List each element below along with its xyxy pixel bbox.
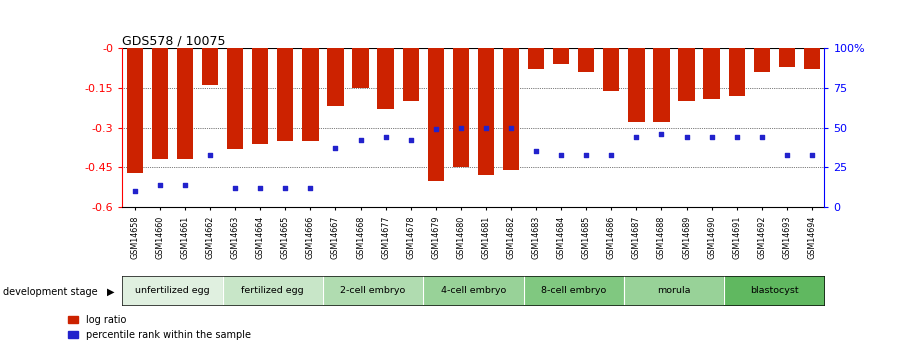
Legend: log ratio, percentile rank within the sample: log ratio, percentile rank within the sa… [68, 315, 251, 340]
Text: unfertilized egg: unfertilized egg [135, 286, 210, 295]
Point [253, 185, 267, 191]
Text: GSM14692: GSM14692 [757, 216, 766, 259]
Point [529, 149, 544, 154]
Bar [152, 48, 169, 159]
Bar [528, 48, 545, 69]
Bar [177, 48, 193, 159]
Point [554, 152, 568, 157]
Text: GSM14658: GSM14658 [130, 216, 140, 259]
Bar [754, 48, 770, 72]
Point [604, 152, 619, 157]
Point [654, 131, 669, 137]
Point [729, 135, 744, 140]
Point [403, 138, 418, 143]
Text: GSM14689: GSM14689 [682, 216, 691, 259]
Point [304, 185, 318, 191]
Bar [303, 48, 319, 141]
Point [203, 152, 217, 157]
Bar [628, 48, 644, 122]
Text: GSM14683: GSM14683 [532, 216, 541, 259]
Text: GSM14685: GSM14685 [582, 216, 591, 259]
Text: GSM14661: GSM14661 [180, 216, 189, 259]
Text: GSM14663: GSM14663 [231, 216, 240, 259]
Text: fertilized egg: fertilized egg [242, 286, 304, 295]
Text: GSM14680: GSM14680 [457, 216, 466, 259]
Point [379, 135, 393, 140]
Bar [402, 48, 419, 101]
Bar [477, 48, 494, 175]
Bar [277, 48, 294, 141]
Text: ▶: ▶ [107, 287, 114, 296]
Text: GSM14684: GSM14684 [556, 216, 565, 259]
Bar [778, 48, 795, 67]
Text: GSM14690: GSM14690 [707, 216, 716, 259]
Point [278, 185, 293, 191]
Point [128, 188, 142, 194]
Bar [653, 48, 670, 122]
Bar [453, 48, 469, 167]
Point [228, 185, 243, 191]
Point [779, 152, 794, 157]
Bar [553, 48, 569, 64]
Text: GSM14678: GSM14678 [406, 216, 415, 259]
Point [680, 135, 694, 140]
Text: GSM14681: GSM14681 [481, 216, 490, 259]
Point [353, 138, 368, 143]
Bar [127, 48, 143, 172]
Point [328, 146, 342, 151]
Bar [327, 48, 343, 107]
Bar [252, 48, 268, 144]
Bar [728, 48, 745, 96]
Point [504, 125, 518, 130]
Text: GSM14686: GSM14686 [607, 216, 616, 259]
Point [755, 135, 769, 140]
Text: GSM14688: GSM14688 [657, 216, 666, 259]
Text: 8-cell embryo: 8-cell embryo [541, 286, 606, 295]
Text: GSM14687: GSM14687 [631, 216, 641, 259]
Point [178, 182, 192, 188]
Bar [578, 48, 594, 72]
Text: GSM14662: GSM14662 [206, 216, 215, 259]
Text: 4-cell embryo: 4-cell embryo [440, 286, 506, 295]
Bar [804, 48, 820, 69]
Bar [202, 48, 218, 85]
Point [704, 135, 718, 140]
Text: GSM14665: GSM14665 [281, 216, 290, 259]
Bar [352, 48, 369, 88]
Point [579, 152, 593, 157]
Point [454, 125, 468, 130]
Bar [703, 48, 719, 99]
Bar [227, 48, 244, 149]
Bar [378, 48, 394, 109]
Point [153, 182, 168, 188]
Text: GDS578 / 10075: GDS578 / 10075 [122, 34, 226, 47]
Bar [503, 48, 519, 170]
Text: GSM14693: GSM14693 [783, 216, 791, 259]
Text: blastocyst: blastocyst [750, 286, 798, 295]
Text: morula: morula [657, 286, 690, 295]
Text: GSM14664: GSM14664 [255, 216, 265, 259]
Text: GSM14666: GSM14666 [306, 216, 315, 259]
Text: development stage: development stage [3, 287, 97, 296]
Text: GSM14668: GSM14668 [356, 216, 365, 259]
Point [629, 135, 643, 140]
Text: GSM14677: GSM14677 [381, 216, 390, 259]
Bar [679, 48, 695, 101]
Bar [428, 48, 444, 180]
Text: GSM14691: GSM14691 [732, 216, 741, 259]
Point [478, 125, 493, 130]
Text: GSM14660: GSM14660 [156, 216, 164, 259]
Text: GSM14667: GSM14667 [331, 216, 340, 259]
Text: GSM14679: GSM14679 [431, 216, 440, 259]
Point [429, 127, 443, 132]
Bar [603, 48, 620, 91]
Text: GSM14682: GSM14682 [506, 216, 516, 259]
Point [805, 152, 819, 157]
Text: 2-cell embryo: 2-cell embryo [341, 286, 406, 295]
Text: GSM14694: GSM14694 [807, 216, 816, 259]
